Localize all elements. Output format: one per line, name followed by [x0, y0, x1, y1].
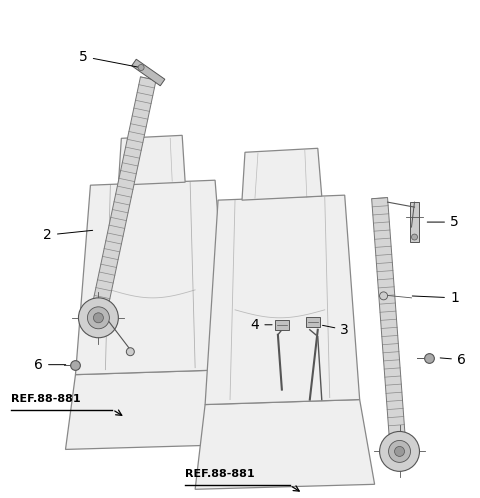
Circle shape: [94, 313, 103, 323]
Polygon shape: [195, 399, 374, 490]
Circle shape: [395, 446, 405, 456]
Circle shape: [87, 307, 109, 329]
Text: REF.88-881: REF.88-881: [185, 469, 255, 480]
Circle shape: [380, 431, 420, 471]
Circle shape: [138, 65, 144, 71]
Text: 6: 6: [34, 358, 66, 372]
Text: 2: 2: [43, 228, 93, 242]
Polygon shape: [65, 370, 240, 449]
Polygon shape: [242, 148, 322, 200]
Polygon shape: [93, 77, 156, 306]
Text: 3: 3: [323, 323, 349, 337]
Circle shape: [78, 298, 119, 338]
Bar: [409, 202, 420, 242]
Polygon shape: [205, 195, 360, 404]
Text: 5: 5: [79, 50, 138, 67]
Text: 1: 1: [412, 291, 459, 305]
Polygon shape: [132, 59, 165, 86]
Text: REF.88-881: REF.88-881: [11, 393, 80, 403]
Circle shape: [389, 440, 410, 462]
Polygon shape: [75, 180, 230, 374]
Bar: [275, 320, 289, 330]
Polygon shape: [372, 198, 406, 442]
Text: 6: 6: [440, 353, 466, 367]
Circle shape: [411, 234, 418, 240]
Text: 4: 4: [251, 318, 272, 332]
Bar: [306, 317, 320, 327]
Circle shape: [380, 292, 387, 300]
Circle shape: [126, 348, 134, 356]
Polygon shape: [119, 135, 185, 185]
Text: 5: 5: [427, 215, 459, 229]
